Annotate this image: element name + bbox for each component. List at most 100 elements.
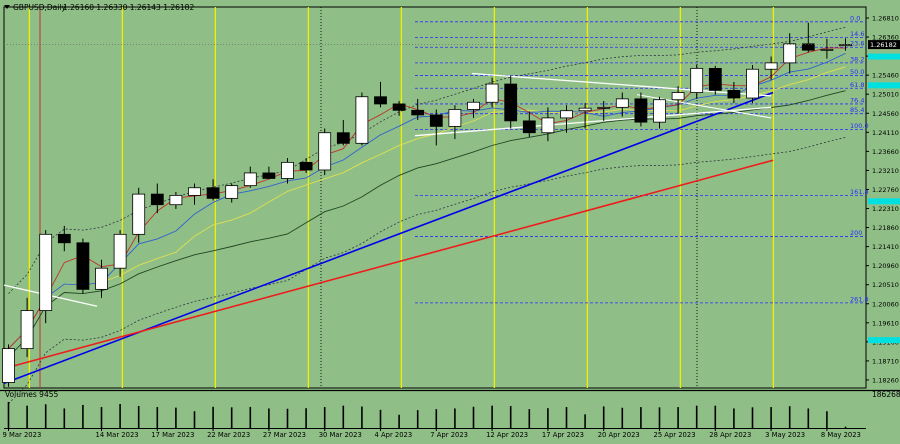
fib-level-label: 38.2 [850,55,864,63]
current-price-label: 1.26182 [870,41,897,49]
candles [2,22,852,387]
bear-candle [504,83,518,122]
fib-level-label: 100.0 [850,122,869,130]
bull-candle [20,310,34,350]
bull-candle [746,68,759,99]
volume-bars [7,402,847,428]
bull-candle [2,348,15,383]
fib-level-label: 50.0 [850,68,864,76]
price-tick-label: 1.24110 [872,129,899,137]
price-tick-label: 1.20510 [872,281,899,289]
bear-candle [411,109,425,116]
bear-candle [429,114,443,127]
lower-envelope-line [8,136,846,404]
time-axis: 9 Mar 2023 14 Mar 2023 17 Mar 2023 22 Mar 2… [3,428,861,439]
time-tick-label: 3 May 2023 [765,431,805,439]
time-tick-label: 28 Apr 2023 [709,431,751,439]
chart-header: GBPUSD,Daily 1.26160 1.26330 1.26143 1.2… [4,3,194,12]
fib-level-label: 161.8 [850,188,869,196]
fib-level-label: 61.8 [850,81,864,89]
volume-max-label: 186268 [872,390,900,399]
bull-candle [169,194,183,206]
bull-candle [318,132,332,171]
bull-candle [243,172,257,187]
blue-trend-line[interactable] [3,91,774,385]
bear-candle [727,89,741,99]
time-tick-label: 17 Apr 2023 [542,431,584,439]
price-tick-label: 1.21410 [872,243,899,251]
triangle-upper-line[interactable] [471,72,772,97]
fib-level-label: 23.6 [850,40,864,48]
fib-level-label: 76.4 [850,96,864,104]
price-tick-label: 1.20960 [872,262,899,270]
bull-candle [485,83,499,103]
price-tick-label: 1.20060 [872,300,899,308]
price-tick-label: 1.18710 [872,357,899,365]
time-tick-label: 27 Mar 2023 [263,431,306,439]
fib-level-label: 200 [850,229,862,237]
fib-level-label: 0.0 [850,14,860,22]
time-tick-label: 25 Apr 2023 [654,431,696,439]
time-tick-label: 9 Mar 2023 [3,431,42,439]
bull-candle [188,187,201,196]
price-tick-label: 1.24560 [872,110,899,118]
symbol-label: GBPUSD,Daily [13,3,66,12]
fib-level-label: 14.6 [850,30,864,38]
bull-candle [225,185,239,199]
bull-candle [764,62,778,70]
ma-dark-line [8,90,846,358]
bear-candle [801,43,815,51]
fib-level-label: 85.4 [850,106,864,114]
price-tick-label: 1.26360 [872,34,899,42]
time-tick-label: 22 Mar 2023 [207,431,250,439]
time-tick-label: 12 Apr 2023 [486,431,528,439]
cyan-price-marker [868,53,900,60]
bull-candle [690,67,704,93]
bull-candle [448,109,462,127]
trend-lines[interactable] [3,72,774,385]
time-tick-label: 30 Mar 2023 [319,431,362,439]
bull-candle [95,267,108,290]
price-tick-label: 1.26810 [872,15,899,23]
price-tick-label: 1.25460 [872,72,899,80]
triangle-lower-line[interactable] [414,106,772,137]
bull-candle [467,101,480,110]
chart-frame [0,6,900,429]
time-tick-label: 17 Mar 2023 [151,431,194,439]
bull-candle [578,107,592,112]
bull-candle [113,233,127,269]
volumes-label: Volumes 9455 [5,390,59,399]
bear-candle [522,120,536,134]
bear-candle [392,103,406,111]
price-tick-label: 1.23660 [872,148,899,156]
bull-candle [281,161,294,179]
bull-candle [597,106,611,109]
time-tick-label: 20 Apr 2023 [598,431,640,439]
volume-header: Volumes 9455 186268 [5,390,900,399]
upper-envelope-line [8,26,846,294]
price-tick-label: 1.19610 [872,319,899,327]
bear-candle [299,161,313,171]
bear-candle [634,98,648,123]
bear-candle [76,242,90,290]
price-tick-label: 1.22760 [872,186,899,194]
bear-candle [57,233,71,244]
red-trend-line[interactable] [3,159,774,370]
fib-level-label: 261.8 [850,295,869,303]
cyan-price-marker [868,82,900,89]
fibonacci-levels: 0.0 14.6 23.6 38.2 50.0 61.8 76.4 85.4 100.0 161.… [415,14,869,303]
symbol-dropdown-icon[interactable] [4,5,10,9]
bull-candle [671,92,685,101]
current-price-box [868,40,900,50]
ma-red-line [8,47,846,349]
ma-yellow-line [8,66,846,349]
time-tick-label: 7 Apr 2023 [430,431,468,439]
bull-candle [783,43,797,64]
plot-border [3,6,867,389]
ohlc-values: 1.26160 1.26330 1.26143 1.26182 [63,3,194,12]
cyan-price-marker [868,337,900,344]
bear-candle [708,67,722,91]
price-tick-label: 1.23210 [872,167,899,175]
